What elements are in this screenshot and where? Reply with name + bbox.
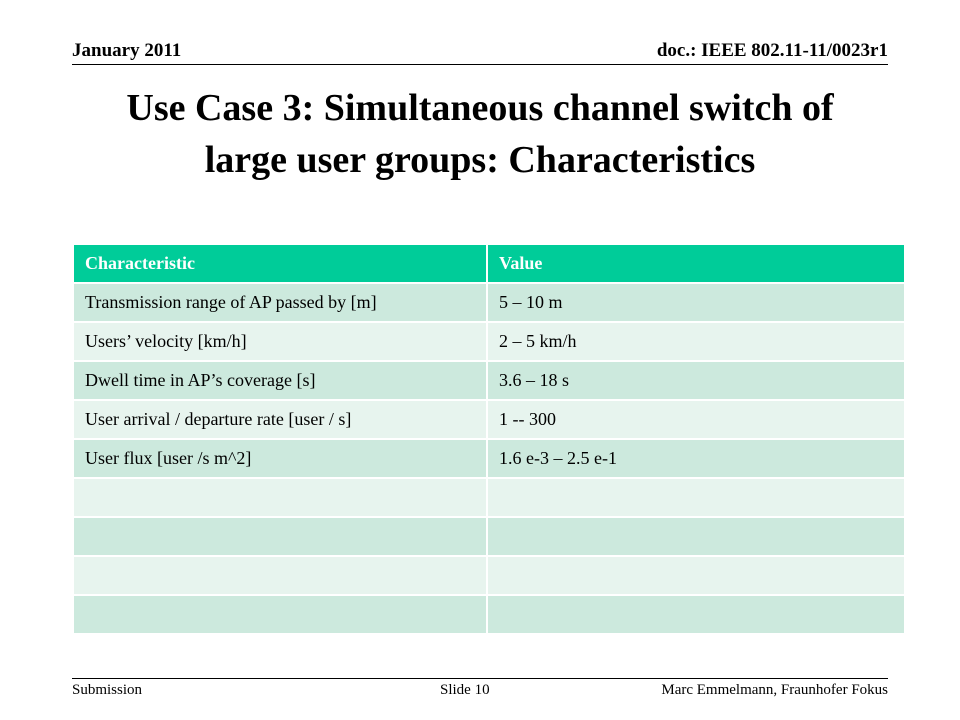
footer-author: Marc Emmelmann, Fraunhofer Fokus: [661, 682, 888, 698]
table-row: [72, 516, 906, 557]
table-cell-characteristic: Transmission range of AP passed by [m]: [72, 282, 488, 323]
table-cell-value: 3.6 – 18 s: [486, 360, 906, 401]
footer-slide-number: Slide 10: [440, 682, 490, 698]
table-cell-value: 1 -- 300: [486, 399, 906, 440]
footer-submission: Submission: [72, 682, 143, 698]
table-row: Dwell time in AP’s coverage [s] 3.6 – 18…: [72, 360, 906, 401]
table-cell-characteristic: [72, 594, 488, 635]
table-cell-characteristic: Dwell time in AP’s coverage [s]: [72, 360, 488, 401]
table-cell-value: [486, 477, 906, 518]
characteristics-table: Characteristic Value Transmission range …: [72, 243, 906, 635]
table-cell-characteristic: [72, 516, 488, 557]
table-cell-characteristic: Users’ velocity [km/h]: [72, 321, 488, 362]
table-cell-value: [486, 555, 906, 596]
table-row: Transmission range of AP passed by [m] 5…: [72, 282, 906, 323]
table-row: [72, 477, 906, 518]
table-cell-value: [486, 516, 906, 557]
table-cell-value: 2 – 5 km/h: [486, 321, 906, 362]
table-row: User arrival / departure rate [user / s]…: [72, 399, 906, 440]
slide-title: Use Case 3: Simultaneous channel switch …: [40, 82, 920, 186]
table-cell-characteristic: [72, 555, 488, 596]
table-cell-value: 5 – 10 m: [486, 282, 906, 323]
table-row: User flux [user /s m^2] 1.6 e-3 – 2.5 e-…: [72, 438, 906, 479]
header-doc-id: doc.: IEEE 802.11-11/0023r1: [656, 40, 888, 61]
table-header-row: Characteristic Value: [72, 243, 906, 284]
header-cell-value: Value: [486, 243, 906, 284]
table-row: Users’ velocity [km/h] 2 – 5 km/h: [72, 321, 906, 362]
table-cell-value: 1.6 e-3 – 2.5 e-1: [486, 438, 906, 479]
table-cell-characteristic: User flux [user /s m^2]: [72, 438, 488, 479]
table-cell-characteristic: [72, 477, 488, 518]
header-rule: [72, 64, 888, 65]
characteristics-table-wrap: Characteristic Value Transmission range …: [72, 243, 906, 635]
table-cell-characteristic: User arrival / departure rate [user / s]: [72, 399, 488, 440]
header-cell-characteristic: Characteristic: [72, 243, 488, 284]
slide-title-line-2: large user groups: Characteristics: [204, 139, 756, 181]
table-cell-value: [486, 594, 906, 635]
header-date: January 2011: [72, 40, 182, 61]
footer-rule: [72, 678, 888, 679]
table-row: [72, 555, 906, 596]
slide-title-line-1: Use Case 3: Simultaneous channel switch …: [126, 87, 834, 129]
table-row: [72, 594, 906, 635]
